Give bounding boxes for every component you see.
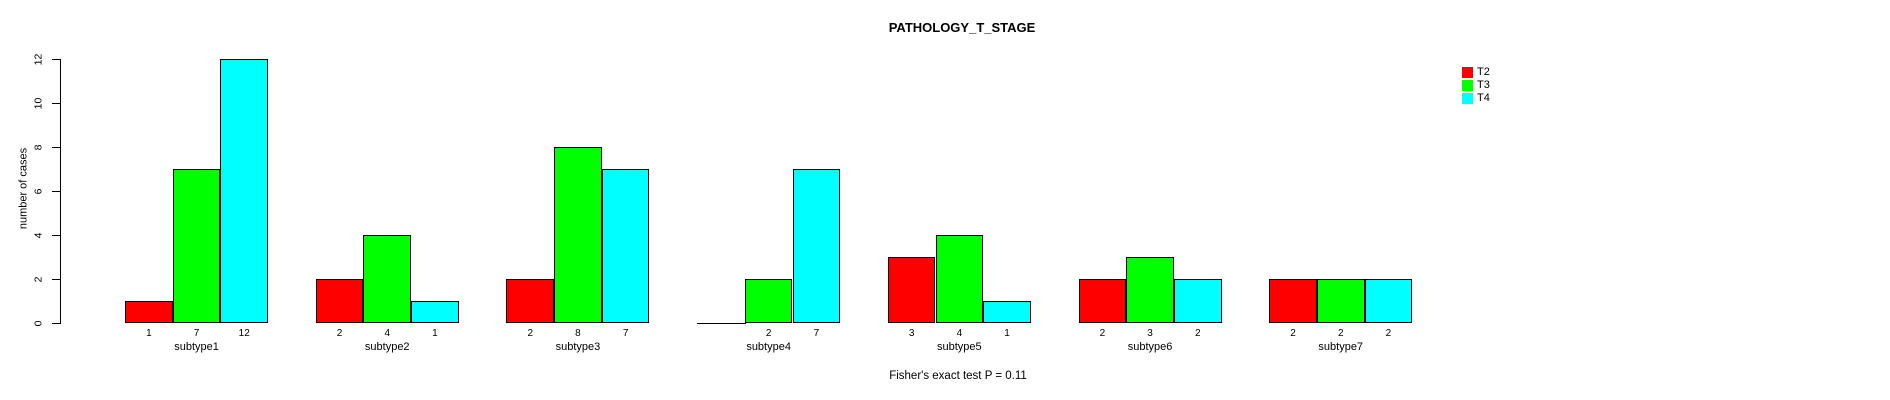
bar-value-label: 12	[238, 328, 250, 339]
bar-subtype7-t2	[1269, 279, 1317, 323]
y-axis-tick-label: 12	[32, 53, 45, 65]
bar-value-label: 7	[193, 328, 200, 339]
bar-subtype1-t2	[125, 301, 173, 323]
bar-value-label: 4	[384, 328, 391, 339]
bar-subtype5-t3	[935, 235, 984, 323]
bar-value-label: 7	[622, 328, 629, 339]
legend-swatch-t4	[1462, 93, 1473, 104]
y-axis-label: number of cases	[17, 147, 30, 230]
bar-value-label: 1	[146, 328, 152, 339]
bar-subtype6-t3	[1126, 257, 1174, 323]
x-category-label: subtype7	[1318, 341, 1364, 353]
bar-value-label: 2	[1337, 328, 1344, 339]
bar-subtype4-t4	[792, 169, 841, 323]
bar-value-label: 2	[1290, 328, 1296, 339]
bar-subtype5-t4	[983, 301, 1031, 323]
x-category-label: subtype5	[937, 341, 982, 353]
bar-value-label: 1	[1004, 328, 1010, 339]
x-category-label: subtype3	[555, 341, 601, 353]
y-axis-tick-label: 2	[32, 276, 45, 282]
legend-item-label: T2	[1477, 66, 1490, 78]
bar-subtype4-t3	[744, 279, 793, 323]
bar-subtype2-t3	[363, 235, 412, 323]
y-axis-tick-label: 0	[32, 320, 45, 326]
bar-value-label: 8	[575, 328, 581, 339]
y-axis-tick	[52, 235, 60, 236]
x-category-label: subtype2	[364, 341, 410, 353]
y-axis-tick-label: 8	[32, 144, 45, 150]
bar-value-label: 7	[813, 328, 820, 339]
bar-subtype2-t4	[411, 301, 459, 323]
bar-value-label: 2	[1099, 328, 1106, 339]
x-category-label: subtype1	[174, 341, 219, 353]
legend-item-label: T3	[1477, 79, 1490, 91]
bar-value-label: 3	[1147, 328, 1153, 339]
bar-subtype3-t3	[554, 147, 602, 323]
bar-value-label: 2	[1385, 328, 1392, 339]
y-axis-tick	[52, 191, 60, 192]
bar-subtype4-t2-zero	[697, 323, 746, 324]
bar-value-label: 2	[527, 328, 534, 339]
y-axis-tick	[52, 323, 60, 324]
legend: T2 T3 T4	[1462, 66, 1490, 105]
bar-subtype3-t2	[506, 279, 555, 323]
x-category-label: subtype6	[1127, 341, 1173, 353]
bar-value-label: 1	[432, 328, 438, 339]
y-axis-tick-label: 4	[32, 232, 45, 238]
legend-item: T2	[1462, 66, 1490, 79]
y-axis-tick	[52, 279, 60, 280]
bar-value-label: 2	[336, 328, 343, 339]
y-axis-tick-label: 10	[32, 97, 45, 109]
chart-title: PATHOLOGY_T_STAGE	[888, 20, 1036, 35]
legend-item-label: T4	[1477, 92, 1490, 104]
legend-item: T4	[1462, 92, 1490, 105]
legend-swatch-t3	[1462, 80, 1473, 91]
fisher-test-annotation: Fisher's exact test P = 0.11	[889, 370, 1027, 382]
y-axis-tick	[52, 147, 60, 148]
bar-subtype6-t4	[1173, 279, 1222, 323]
bar-value-label: 2	[765, 328, 772, 339]
bar-value-label: 2	[1194, 328, 1201, 339]
bar-subtype5-t2	[887, 257, 936, 323]
y-axis-tick	[52, 59, 60, 60]
bar-subtype6-t2	[1078, 279, 1127, 323]
bar-value-label: 4	[956, 328, 963, 339]
bar-subtype3-t4	[601, 169, 650, 323]
bar-subtype1-t3	[172, 169, 221, 323]
y-axis-line	[60, 59, 61, 324]
x-category-label: subtype4	[746, 341, 791, 353]
legend-item: T3	[1462, 79, 1490, 92]
y-axis-tick	[52, 103, 60, 104]
bar-subtype7-t3	[1316, 279, 1365, 323]
bar-value-label: 3	[908, 328, 915, 339]
bar-subtype7-t4	[1364, 279, 1413, 323]
y-axis-tick-label: 6	[32, 188, 45, 194]
bar-subtype1-t4	[220, 59, 269, 323]
legend-swatch-t2	[1462, 67, 1473, 78]
bar-subtype2-t2	[315, 279, 364, 323]
